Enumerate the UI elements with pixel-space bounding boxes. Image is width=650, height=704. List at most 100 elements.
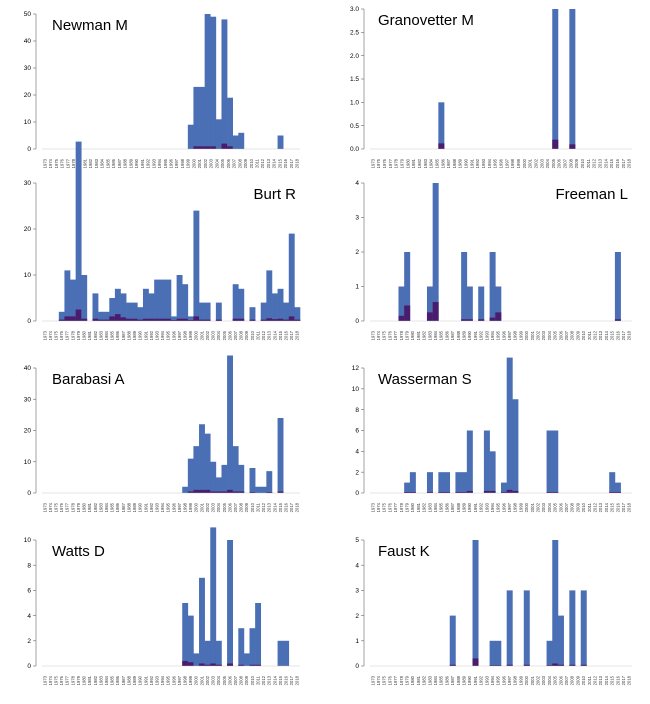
bar bbox=[271, 293, 278, 321]
x-tick-label: 1983 bbox=[427, 502, 432, 512]
y-tick-label: 2 bbox=[355, 249, 359, 256]
bar-lower-segment bbox=[569, 144, 576, 149]
x-tick-label: 1975 bbox=[382, 330, 387, 340]
x-tick-label: 2001 bbox=[530, 675, 535, 685]
bar-lower-segment bbox=[461, 319, 468, 321]
bar bbox=[75, 141, 82, 321]
x-tick-label: 2010 bbox=[250, 675, 255, 685]
x-tick-label: 1993 bbox=[151, 158, 156, 168]
x-tick-label: 2005 bbox=[553, 502, 558, 512]
x-tick-label: 1998 bbox=[510, 158, 515, 168]
x-tick-label: 1995 bbox=[493, 158, 498, 168]
y-tick-label: 0 bbox=[27, 146, 31, 153]
x-tick-label: 2004 bbox=[547, 330, 552, 340]
x-tick-label: 2002 bbox=[205, 330, 210, 340]
bar bbox=[114, 288, 121, 321]
x-tick-label: 1978 bbox=[71, 158, 76, 168]
bar bbox=[404, 482, 411, 493]
y-tick-label: 10 bbox=[352, 386, 360, 393]
bar bbox=[238, 464, 245, 494]
bar bbox=[249, 628, 256, 666]
x-tick-label: 1973 bbox=[370, 502, 375, 512]
x-tick-label: 1983 bbox=[427, 330, 432, 340]
x-tick-label: 1999 bbox=[188, 330, 193, 340]
x-tick-label: 1998 bbox=[183, 330, 188, 340]
bar-lower-segment bbox=[232, 318, 239, 321]
bar-lower-segment bbox=[461, 491, 468, 493]
bar-lower-segment bbox=[187, 491, 194, 493]
x-tick-label: 1981 bbox=[416, 502, 421, 512]
bar-lower-segment bbox=[455, 491, 462, 493]
panel-title: Granovetter M bbox=[378, 12, 474, 29]
x-tick-label: 1993 bbox=[481, 158, 486, 168]
bar bbox=[210, 527, 217, 666]
x-tick-label: 2010 bbox=[581, 330, 586, 340]
x-tick-label: 2008 bbox=[239, 330, 244, 340]
x-tick-label: 1992 bbox=[479, 330, 484, 340]
x-tick-label: 1989 bbox=[461, 330, 466, 340]
x-tick-label: 1981 bbox=[416, 675, 421, 685]
bar bbox=[489, 640, 496, 666]
x-tick-label: 2007 bbox=[232, 158, 237, 168]
x-tick-label: 2000 bbox=[522, 158, 527, 168]
bar-lower-segment bbox=[187, 662, 194, 666]
x-tick-label: 1974 bbox=[48, 502, 53, 512]
y-tick-label: 10 bbox=[24, 537, 32, 544]
x-tick-label: 1982 bbox=[422, 675, 427, 685]
bar bbox=[557, 615, 564, 666]
x-tick-label: 2009 bbox=[243, 158, 248, 168]
x-tick-label: 2012 bbox=[592, 330, 597, 340]
x-tick-label: 1979 bbox=[76, 675, 81, 685]
y-tick-label: 2 bbox=[355, 469, 359, 476]
x-tick-label: 1975 bbox=[382, 675, 387, 685]
x-tick-label: 1986 bbox=[444, 675, 449, 685]
x-tick-label: 1981 bbox=[87, 330, 92, 340]
panel-title: Watts D bbox=[52, 543, 105, 560]
x-tick-label: 2006 bbox=[558, 330, 563, 340]
x-tick-label: 1987 bbox=[121, 502, 126, 512]
x-tick-label: 2012 bbox=[260, 158, 265, 168]
bar-lower-segment bbox=[489, 490, 496, 493]
bar-lower-segment bbox=[472, 658, 479, 666]
bar-lower-segment bbox=[199, 663, 205, 666]
x-tick-label: 2005 bbox=[220, 158, 225, 168]
bar-lower-segment bbox=[409, 491, 416, 493]
bar-lower-segment bbox=[159, 318, 166, 321]
y-tick-label: 1 bbox=[355, 638, 359, 645]
x-tick-label: 1986 bbox=[440, 158, 445, 168]
x-tick-label: 1989 bbox=[461, 502, 466, 512]
x-tick-label: 1987 bbox=[450, 675, 455, 685]
bar bbox=[238, 288, 245, 321]
x-tick-label: 1985 bbox=[439, 502, 444, 512]
x-tick-label: 1985 bbox=[434, 158, 439, 168]
x-tick-label: 1990 bbox=[138, 330, 143, 340]
bar bbox=[506, 357, 513, 493]
x-tick-label: 1976 bbox=[59, 502, 64, 512]
bar bbox=[232, 446, 239, 494]
y-tick-label: 8 bbox=[27, 562, 31, 569]
x-tick-label: 1990 bbox=[464, 158, 469, 168]
bar bbox=[489, 252, 496, 321]
bar bbox=[176, 275, 183, 321]
bar bbox=[523, 590, 530, 666]
y-tick-label: 4 bbox=[355, 449, 359, 456]
x-tick-label: 1996 bbox=[501, 330, 506, 340]
x-tick-label: 1978 bbox=[70, 675, 75, 685]
y-tick-label: 30 bbox=[24, 180, 32, 187]
bar bbox=[249, 307, 256, 321]
x-tick-label: 1984 bbox=[104, 330, 109, 340]
x-tick-label: 1991 bbox=[143, 675, 148, 685]
bar-lower-segment bbox=[495, 665, 502, 666]
bar bbox=[546, 430, 553, 493]
x-tick-label: 2017 bbox=[289, 330, 294, 340]
x-tick-label: 1992 bbox=[149, 330, 154, 340]
bar bbox=[187, 316, 194, 321]
bar bbox=[221, 19, 228, 150]
x-tick-label: 2014 bbox=[272, 330, 277, 340]
bar bbox=[478, 286, 485, 321]
bar-lower-segment bbox=[142, 318, 149, 321]
x-tick-label: 1983 bbox=[98, 502, 103, 512]
x-tick-label: 1999 bbox=[186, 158, 191, 168]
x-tick-label: 1986 bbox=[444, 330, 449, 340]
